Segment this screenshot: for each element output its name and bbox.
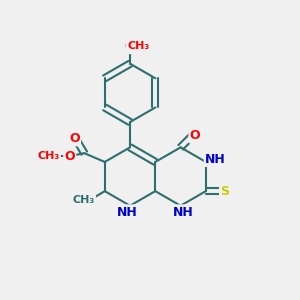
Text: O: O xyxy=(125,40,135,53)
Text: CH₃: CH₃ xyxy=(73,195,95,205)
Text: NH: NH xyxy=(173,206,194,219)
Text: NH: NH xyxy=(205,153,226,166)
Text: NH: NH xyxy=(117,206,138,219)
Text: S: S xyxy=(220,184,229,198)
Text: CH₃: CH₃ xyxy=(127,41,149,51)
Text: O: O xyxy=(64,150,75,163)
Text: O: O xyxy=(190,129,200,142)
Text: O: O xyxy=(69,132,80,145)
Text: CH₃: CH₃ xyxy=(38,151,60,161)
